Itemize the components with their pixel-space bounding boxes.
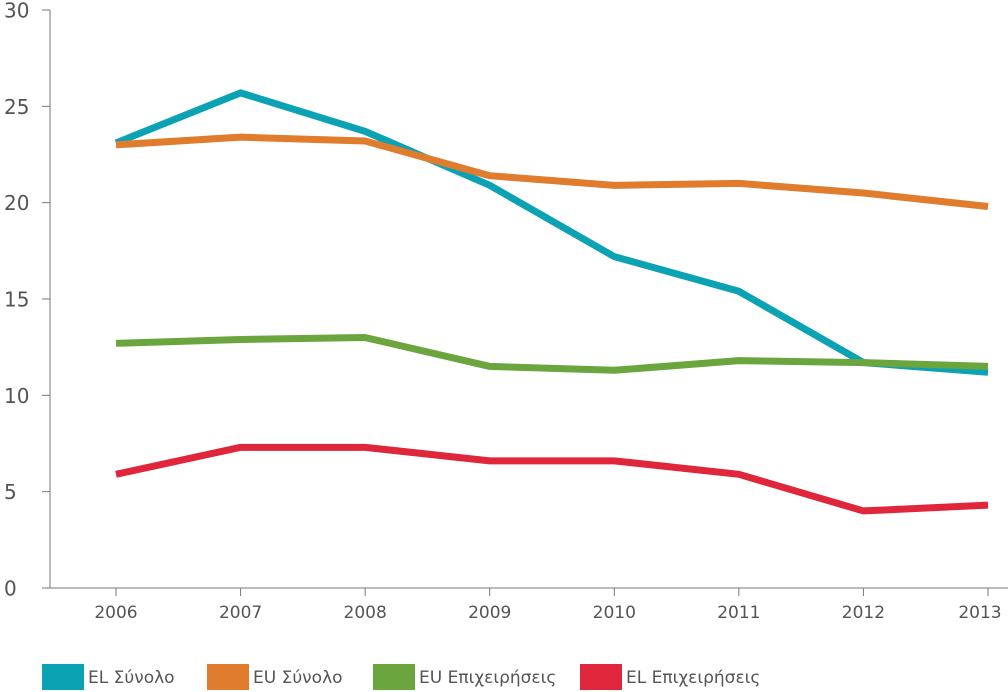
x-tick-label: 2006: [94, 603, 137, 623]
y-tick-label: 20: [4, 191, 29, 215]
legend-label: EU Επιχειρήσεις: [419, 668, 556, 688]
series-line: [114, 89, 989, 376]
legend-swatch: [580, 664, 622, 690]
x-tick-label: 2011: [717, 603, 760, 623]
legend-swatch: [207, 664, 249, 690]
y-tick-label: 5: [4, 480, 17, 504]
y-tick-label: 25: [4, 95, 29, 119]
x-tick-label: 2012: [842, 603, 885, 623]
x-tick-label: 2007: [219, 603, 262, 623]
y-tick-label: 10: [4, 384, 29, 408]
legend-label: EU Σύνολο: [253, 668, 343, 688]
x-tick-label: 2008: [344, 603, 387, 623]
x-tick-label: 2010: [593, 603, 636, 623]
series-line: [115, 133, 989, 210]
x-tick-label: 2013: [958, 603, 1001, 623]
y-tick-label: 15: [4, 288, 29, 312]
y-tick-label: 30: [4, 0, 29, 23]
series-line: [115, 334, 989, 374]
legend-swatch: [373, 664, 415, 690]
legend-label: EL Επιχειρήσεις: [626, 668, 760, 688]
legend-label: EL Σύνολο: [88, 668, 175, 688]
x-tick-label: 2009: [468, 603, 511, 623]
series-line: [115, 443, 989, 515]
y-tick-label: 0: [4, 577, 17, 601]
legend-swatch: [42, 664, 84, 690]
